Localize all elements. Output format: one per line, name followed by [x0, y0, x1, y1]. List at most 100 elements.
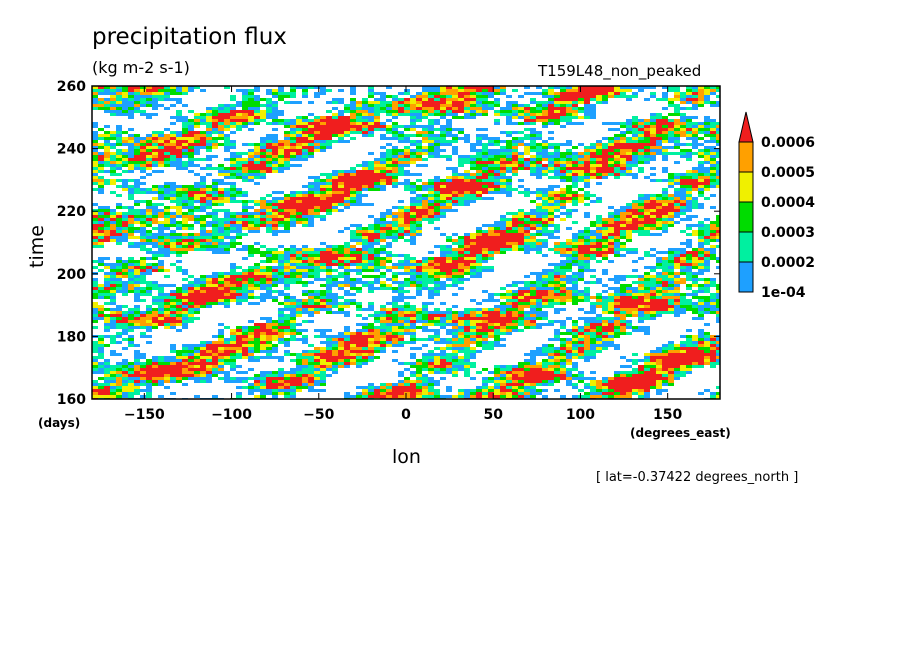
- precip-cell: [458, 161, 464, 164]
- precip-cell: [266, 287, 272, 290]
- precip-cell: [158, 227, 164, 230]
- precip-cell: [614, 287, 620, 290]
- precip-cell: [164, 143, 170, 146]
- precip-cell: [530, 98, 536, 101]
- precip-cell: [164, 188, 170, 191]
- precip-cell: [464, 89, 470, 92]
- precip-cell: [560, 161, 566, 164]
- precip-cell: [584, 95, 590, 98]
- precip-cell: [272, 275, 278, 278]
- precip-cell: [176, 200, 182, 203]
- precip-cell: [194, 209, 200, 212]
- precip-cell: [398, 158, 404, 161]
- precip-cell: [590, 152, 596, 155]
- precip-cell: [104, 107, 110, 110]
- precip-cell: [140, 176, 146, 179]
- precip-cell: [680, 113, 686, 116]
- precip-cell: [146, 272, 152, 275]
- precip-cell: [320, 137, 326, 140]
- precip-cell: [152, 95, 158, 98]
- precip-cell: [500, 221, 506, 224]
- precip-cell: [308, 119, 314, 122]
- precip-cell: [158, 155, 164, 158]
- precip-cell: [572, 170, 578, 173]
- precip-cell: [128, 245, 134, 248]
- precip-cell: [668, 254, 674, 257]
- precip-cell: [308, 251, 314, 254]
- precip-cell: [704, 266, 710, 269]
- precip-cell: [536, 149, 542, 152]
- precip-cell: [470, 242, 476, 245]
- precip-cell: [284, 266, 290, 269]
- precip-cell: [284, 122, 290, 125]
- precip-cell: [362, 266, 368, 269]
- precip-cell: [602, 98, 608, 101]
- precip-cell: [122, 284, 128, 287]
- precip-cell: [182, 149, 188, 152]
- precip-cell: [284, 284, 290, 287]
- precip-cell: [602, 176, 608, 179]
- precip-cell: [428, 95, 434, 98]
- precip-cell: [224, 290, 230, 293]
- precip-cell: [134, 299, 140, 302]
- precip-cell: [98, 263, 104, 266]
- precip-cell: [476, 275, 482, 278]
- precip-cell: [596, 173, 602, 176]
- precip-cell: [296, 86, 302, 89]
- precip-cell: [476, 182, 482, 185]
- precip-cell: [374, 233, 380, 236]
- precip-cell: [248, 218, 254, 221]
- precip-cell: [446, 128, 452, 131]
- precip-cell: [710, 134, 716, 137]
- precip-cell: [128, 236, 134, 239]
- precip-cell: [392, 146, 398, 149]
- precip-cell: [470, 167, 476, 170]
- precip-cell: [692, 185, 698, 188]
- precip-cell: [596, 95, 602, 98]
- precip-cell: [404, 146, 410, 149]
- precip-cell: [380, 260, 386, 263]
- precip-cell: [476, 254, 482, 257]
- precip-cell: [152, 134, 158, 137]
- precip-cell: [224, 278, 230, 281]
- precip-cell: [236, 248, 242, 251]
- precip-cell: [146, 95, 152, 98]
- precip-cell: [308, 254, 314, 257]
- precip-cell: [698, 260, 704, 263]
- precip-cell: [680, 218, 686, 221]
- precip-cell: [536, 287, 542, 290]
- precip-cell: [518, 212, 524, 215]
- precip-cell: [674, 98, 680, 101]
- precip-cell: [308, 266, 314, 269]
- precip-cell: [218, 110, 224, 113]
- precip-cell: [494, 236, 500, 239]
- precip-cell: [476, 185, 482, 188]
- precip-cell: [152, 98, 158, 101]
- precip-cell: [542, 191, 548, 194]
- precip-cell: [530, 149, 536, 152]
- precip-cell: [206, 173, 212, 176]
- precip-cell: [92, 122, 98, 125]
- precip-cell: [500, 167, 506, 170]
- precip-cell: [140, 290, 146, 293]
- precip-cell: [428, 119, 434, 122]
- precip-cell: [650, 197, 656, 200]
- precip-cell: [260, 155, 266, 158]
- precip-cell: [608, 149, 614, 152]
- precip-cell: [512, 290, 518, 293]
- precip-cell: [500, 188, 506, 191]
- precip-cell: [248, 254, 254, 257]
- precip-cell: [104, 182, 110, 185]
- precip-cell: [392, 149, 398, 152]
- precip-cell: [488, 137, 494, 140]
- precip-cell: [470, 245, 476, 248]
- precip-cell: [680, 179, 686, 182]
- precip-cell: [656, 272, 662, 275]
- precip-cell: [122, 188, 128, 191]
- precip-cell: [440, 107, 446, 110]
- precip-cell: [602, 224, 608, 227]
- precip-cell: [680, 206, 686, 209]
- precip-cell: [230, 215, 236, 218]
- precip-cell: [122, 287, 128, 290]
- precip-cell: [632, 275, 638, 278]
